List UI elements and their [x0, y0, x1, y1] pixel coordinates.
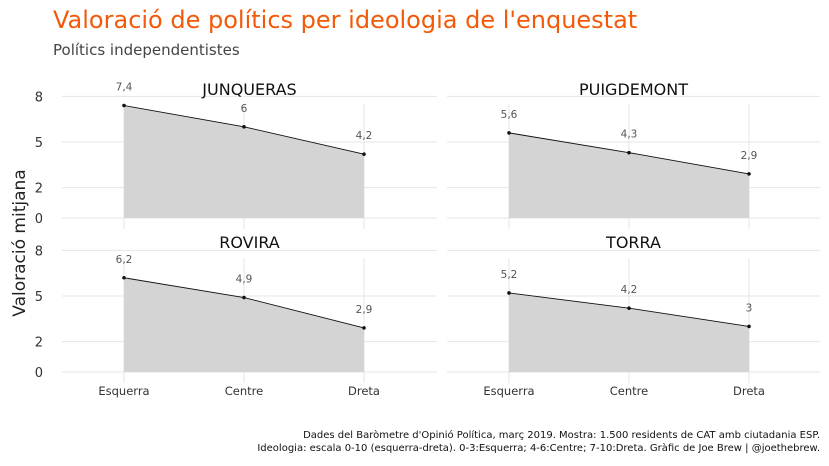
data-label-puigdemont: 2,9 — [741, 150, 758, 162]
point-junqueras — [362, 152, 366, 156]
y-tick-label: 8 — [35, 90, 43, 105]
point-junqueras — [122, 103, 126, 108]
y-tick-label: 2 — [35, 336, 43, 351]
data-label-torra: 4,2 — [621, 284, 638, 296]
caption-line-1: Dades del Baròmetre d'Opinió Política, m… — [303, 430, 820, 441]
point-puigdemont — [507, 131, 511, 135]
chart-subtitle: Polítics independentistes — [53, 41, 240, 59]
chart-caption: Dades del Baròmetre d'Opinió Política, m… — [257, 429, 820, 455]
point-rovira — [122, 275, 126, 280]
point-junqueras — [242, 125, 246, 129]
area-puigdemont — [509, 132, 749, 218]
point-puigdemont — [747, 172, 751, 176]
data-label-puigdemont: 4,3 — [621, 129, 638, 141]
data-label-puigdemont: 5,6 — [501, 109, 518, 121]
data-label-junqueras: 6 — [241, 103, 248, 115]
x-tick-label: Dreta — [733, 384, 765, 398]
y-axis-title: Valoració mitjana — [10, 169, 30, 316]
y-tick-label: 0 — [35, 212, 43, 227]
area-junqueras — [124, 105, 364, 218]
y-tick-label: 0 — [35, 366, 43, 381]
caption-line-2: Ideologia: escala 0-10 (esquerra-dreta).… — [257, 443, 820, 454]
facet-title-puigdemont: PUIGDEMONT — [579, 80, 688, 99]
facet-title-rovira: ROVIRA — [219, 233, 280, 252]
x-tick-label: Esquerra — [98, 384, 149, 398]
point-rovira — [242, 295, 246, 300]
data-label-junqueras: 7,4 — [116, 82, 133, 94]
x-tick-label: Dreta — [348, 384, 380, 398]
data-label-torra: 5,2 — [501, 269, 518, 281]
data-label-rovira: 2,9 — [356, 304, 373, 316]
y-tick-label: 2 — [35, 182, 43, 197]
x-tick-label: Centre — [610, 384, 648, 398]
data-label-junqueras: 4,2 — [356, 130, 373, 142]
y-tick-label: 8 — [35, 244, 43, 259]
x-tick-label: Centre — [225, 384, 263, 398]
point-torra — [627, 306, 631, 310]
point-torra — [747, 324, 751, 329]
area-rovira — [124, 277, 364, 372]
point-rovira — [362, 326, 366, 330]
point-torra — [507, 291, 511, 295]
y-tick-label: 5 — [35, 136, 43, 151]
area-torra — [509, 292, 749, 372]
point-puigdemont — [627, 150, 631, 155]
y-tick-label: 5 — [35, 290, 43, 305]
facet-title-torra: TORRA — [605, 233, 661, 252]
data-label-rovira: 6,2 — [116, 254, 133, 266]
chart-title: Valoració de polítics per ideologia de l… — [53, 6, 638, 34]
facet-title-junqueras: JUNQUERAS — [201, 80, 296, 99]
x-tick-label: Esquerra — [483, 384, 534, 398]
data-label-torra: 3 — [746, 302, 753, 314]
data-label-rovira: 4,9 — [236, 274, 253, 286]
